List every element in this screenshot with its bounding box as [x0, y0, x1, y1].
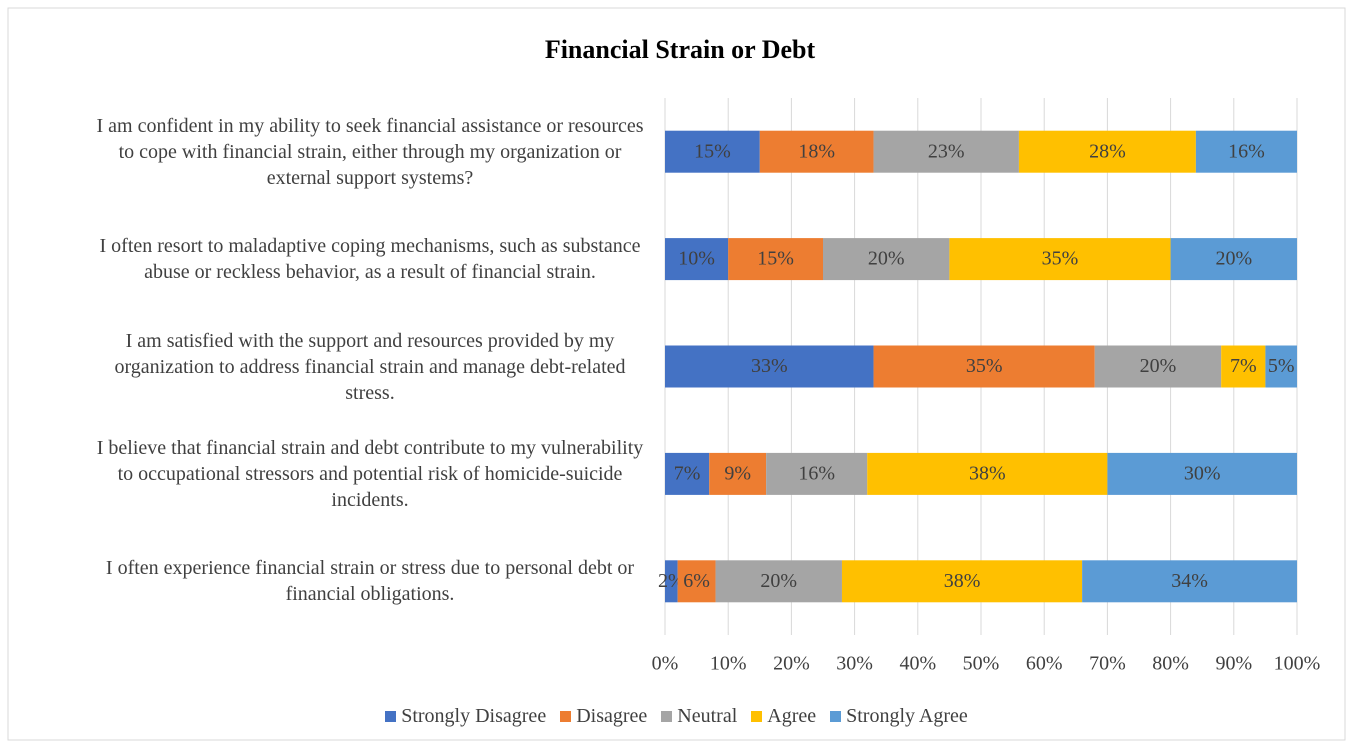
bar-segment [715, 560, 842, 603]
bar-segment [1107, 452, 1297, 495]
bar-segment [1018, 130, 1196, 173]
bar-segment [665, 238, 729, 281]
legend-label: Strongly Disagree [401, 705, 547, 727]
data-label: 7% [1230, 355, 1257, 377]
category-label: I often experience financial strain or s… [105, 557, 635, 606]
data-label: 34% [1171, 570, 1208, 592]
legend-item: Agree [751, 705, 816, 728]
bar-segment [665, 452, 710, 495]
x-tick-label: 50% [963, 653, 1000, 675]
data-label: 20% [760, 570, 797, 592]
bar-segment [766, 452, 868, 495]
data-label: 35% [966, 355, 1003, 377]
data-label: 33% [751, 355, 788, 377]
data-label: 20% [868, 248, 905, 270]
data-label: 16% [1228, 140, 1265, 162]
bar-segment [873, 345, 1095, 388]
x-tick-label: 0% [652, 653, 679, 675]
data-label: 30% [1184, 462, 1221, 484]
legend-item: Strongly Disagree [385, 705, 546, 728]
category-label: I am confident in my ability to seek fin… [96, 114, 644, 189]
bar-segment [823, 238, 950, 281]
legend-swatch [661, 711, 673, 722]
x-tick-label: 30% [836, 653, 873, 675]
data-label: 15% [694, 140, 731, 162]
data-label: 20% [1215, 248, 1252, 270]
x-tick-label: 20% [773, 653, 810, 675]
data-label: 5% [1268, 355, 1295, 377]
legend-label: Agree [767, 705, 817, 727]
data-label: 15% [757, 248, 794, 270]
data-label: 9% [724, 462, 751, 484]
legend: Strongly Disagree Disagree Neutral Agree Str… [0, 705, 1353, 728]
bar-segment [677, 560, 716, 603]
x-tick-label: 60% [1026, 653, 1063, 675]
data-label: 28% [1089, 140, 1126, 162]
legend-swatch [385, 711, 397, 722]
x-tick-label: 40% [899, 653, 936, 675]
data-label: 20% [1140, 355, 1177, 377]
data-label: 23% [928, 140, 965, 162]
chart-border [7, 7, 1346, 741]
bar-segment [665, 130, 760, 173]
legend-label: Strongly Agree [846, 705, 968, 727]
category-label: I often resort to maladaptive coping mec… [99, 235, 641, 284]
x-tick-label: 70% [1089, 653, 1126, 675]
bar-segment [1170, 238, 1297, 281]
x-tick-label: 10% [710, 653, 747, 675]
x-tick-label: 90% [1215, 653, 1252, 675]
data-label: 16% [798, 462, 835, 484]
bar-segment [1265, 345, 1297, 388]
legend-swatch [560, 711, 572, 722]
data-label: 38% [944, 570, 981, 592]
bar-segment [1221, 345, 1266, 388]
legend-item: Disagree [560, 705, 647, 728]
bar-segment [709, 452, 767, 495]
legend-item: Neutral [661, 705, 737, 728]
category-label: I am satisfied with the support and reso… [114, 329, 626, 404]
chart-title: Financial Strain or Debt [545, 35, 816, 64]
bar-segment [1094, 345, 1222, 388]
data-label: 18% [798, 140, 835, 162]
data-label: 10% [678, 248, 715, 270]
bar-segment [949, 238, 1171, 281]
data-label: 7% [674, 462, 701, 484]
bar-segment [665, 560, 678, 603]
legend-item: Strongly Agree [830, 705, 968, 728]
bar-segment [873, 130, 1019, 173]
legend-swatch [830, 711, 842, 722]
legend-swatch [751, 711, 763, 722]
bar-segment [1195, 130, 1297, 173]
legend-label: Disagree [576, 705, 648, 727]
x-tick-label: 100% [1274, 653, 1321, 675]
category-label: I believe that financial strain and debt… [96, 436, 644, 511]
bar-segment [728, 238, 823, 281]
bar-segment [1082, 560, 1297, 603]
x-tick-label: 80% [1152, 653, 1189, 675]
bar-segment [665, 345, 874, 388]
data-label: 35% [1042, 248, 1079, 270]
bar-segment [867, 452, 1108, 495]
bar-segment [841, 560, 1083, 603]
data-label: 6% [683, 570, 710, 592]
legend-label: Neutral [677, 705, 738, 727]
bar-segment [759, 130, 874, 173]
data-label: 38% [969, 462, 1006, 484]
